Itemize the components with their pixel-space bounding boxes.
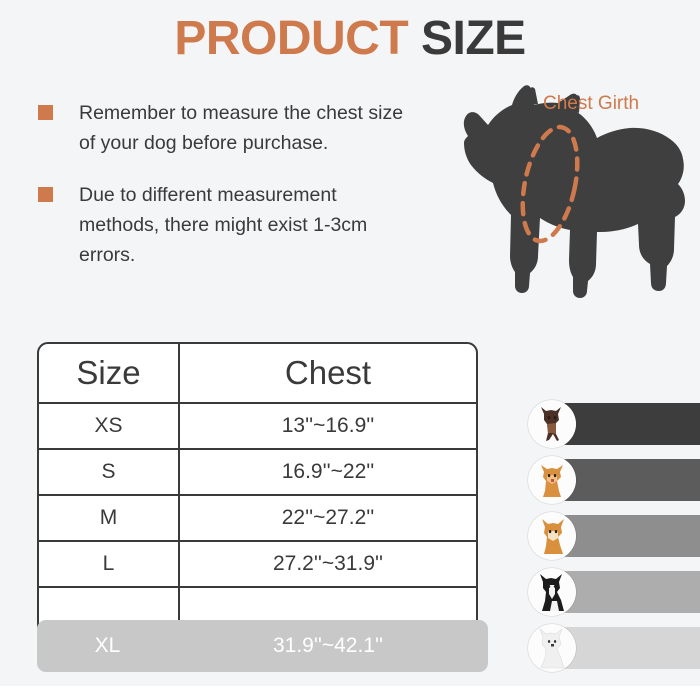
cell-size: M bbox=[39, 496, 180, 540]
table-row[interactable]: L 27.2''~31.9'' bbox=[39, 542, 476, 588]
table-header-row: Size Chest bbox=[39, 344, 476, 404]
chest-girth-dashed-ellipse-icon bbox=[520, 124, 580, 244]
title-part-size: SIZE bbox=[420, 12, 526, 65]
note-item: Due to different measurement methods, th… bbox=[38, 180, 413, 270]
cell-chest: 22''~27.2'' bbox=[281, 506, 375, 529]
size-bar-xl[interactable] bbox=[528, 624, 700, 672]
chest-girth-label: Chest Girth bbox=[543, 93, 640, 114]
square-bullet-icon bbox=[38, 187, 53, 202]
size-comparison-bars bbox=[528, 400, 700, 680]
cell-chest: 31.9''~42.1'' bbox=[272, 634, 384, 657]
size-bar-s[interactable] bbox=[528, 456, 700, 504]
column-header-size: Size bbox=[39, 344, 180, 402]
size-bar-m[interactable] bbox=[528, 512, 700, 560]
cell-chest: 16.9''~22'' bbox=[281, 460, 375, 483]
column-header-chest: Chest bbox=[284, 354, 372, 391]
size-bar-l[interactable] bbox=[528, 568, 700, 616]
samoyed-photo-icon bbox=[528, 624, 576, 672]
chihuahua-photo-icon bbox=[528, 400, 576, 448]
pomeranian-photo-icon bbox=[528, 456, 576, 504]
border-collie-photo-icon bbox=[528, 568, 576, 616]
shiba-inu-photo-icon bbox=[528, 512, 576, 560]
table-row[interactable]: M 22''~27.2'' bbox=[39, 496, 476, 542]
table-row[interactable]: S 16.9''~22'' bbox=[39, 450, 476, 496]
size-bar-xs[interactable] bbox=[528, 400, 700, 448]
cell-chest: 27.2''~31.9'' bbox=[272, 552, 384, 575]
size-chart-table: Size Chest XS 13''~16.9'' S 16.9''~22'' … bbox=[37, 342, 478, 636]
note-text: Due to different measurement methods, th… bbox=[79, 184, 368, 266]
cell-size: L bbox=[39, 542, 180, 586]
measurement-notes: Remember to measure the chest size of yo… bbox=[38, 98, 413, 292]
square-bullet-icon bbox=[38, 105, 53, 120]
cell-size: S bbox=[39, 450, 180, 494]
page-title: PRODUCT SIZE bbox=[0, 10, 700, 68]
note-item: Remember to measure the chest size of yo… bbox=[38, 98, 413, 158]
cell-size: XL bbox=[94, 634, 121, 657]
table-row[interactable] bbox=[39, 588, 476, 634]
cell-chest: 13''~16.9'' bbox=[281, 414, 375, 437]
table-row[interactable]: XS 13''~16.9'' bbox=[39, 404, 476, 450]
french-bulldog-silhouette-icon bbox=[463, 85, 685, 298]
table-row-highlighted-xl[interactable]: XL 31.9''~42.1'' bbox=[37, 620, 488, 672]
cell-size: XS bbox=[39, 404, 180, 448]
note-text: Remember to measure the chest size of yo… bbox=[79, 102, 404, 154]
title-part-product: PRODUCT bbox=[174, 12, 409, 65]
dog-measurement-illustration: Chest Girth bbox=[430, 78, 692, 303]
